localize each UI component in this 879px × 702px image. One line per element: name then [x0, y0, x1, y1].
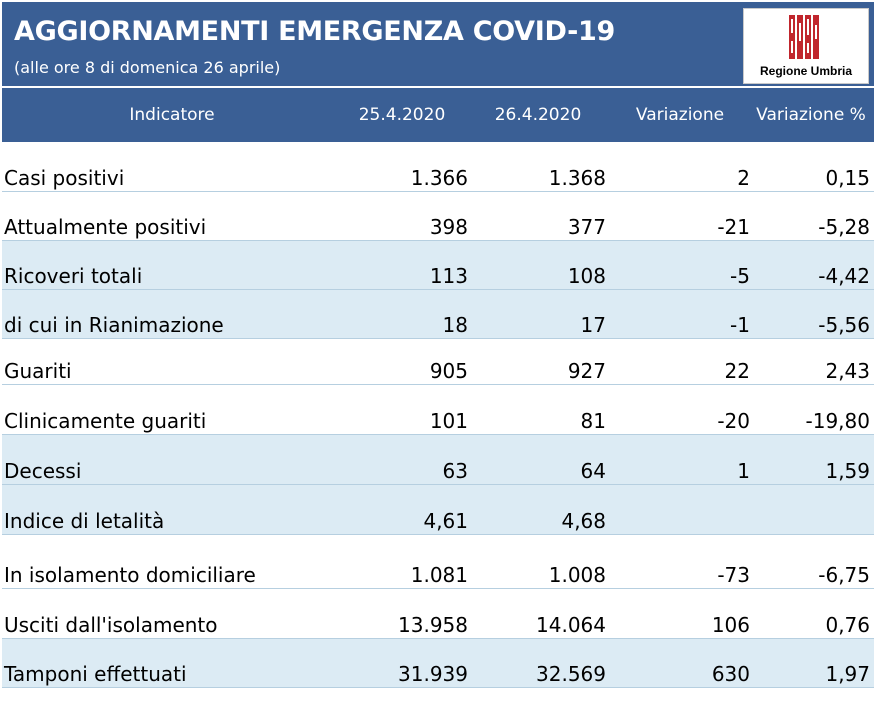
table-cell: 377 — [567, 215, 606, 239]
indicator-label: Indice di letalità — [4, 509, 165, 533]
table-cell: 17 — [580, 313, 606, 337]
table-row: Usciti dall'isolamento 13.958 14.064 106 0,7… — [2, 589, 874, 639]
logo-label: Regione Umbria — [759, 64, 852, 78]
table-cell: 927 — [567, 359, 606, 383]
table-cell: 4,68 — [561, 509, 606, 533]
table-cell: 1,59 — [825, 459, 870, 483]
table-cell: 32.569 — [536, 662, 606, 686]
table-row: di cui in Rianimazione 18 17 -1 -5,56 — [2, 290, 874, 339]
indicator-label: Usciti dall'isolamento — [4, 613, 218, 637]
table-cell: 14.064 — [536, 613, 606, 637]
table-row: Ricoveri totali 113 108 -5 -4,42 — [2, 241, 874, 290]
table-row: Decessi 63 64 1 1,59 — [2, 435, 874, 485]
table-cell: 905 — [429, 359, 468, 383]
table-cell: 106 — [711, 613, 750, 637]
table-cell: 113 — [429, 264, 468, 288]
table-cell: 4,61 — [423, 509, 468, 533]
table-row: Clinicamente guariti 101 81 -20 -19,80 — [2, 385, 874, 435]
table-cell: 22 — [724, 359, 750, 383]
table-cell: 1.008 — [548, 563, 606, 587]
table-cell: 0,76 — [825, 613, 870, 637]
title-banner: AGGIORNAMENTI EMERGENZA COVID-19 (alle o… — [2, 2, 874, 86]
page-subtitle: (alle ore 8 di domenica 26 aprile) — [14, 58, 281, 77]
table-cell: 1.081 — [410, 563, 468, 587]
column-header-date-2: 26.4.2020 — [494, 105, 582, 125]
table-row: Tamponi effettuati 31.939 32.569 630 1,97 — [2, 639, 874, 688]
table-row: Indice di letalità 4,61 4,68 — [2, 485, 874, 535]
indicator-label: Decessi — [4, 459, 82, 483]
table-row: Casi positivi 1.366 1.368 2 0,15 — [2, 142, 874, 192]
table-cell: -21 — [717, 215, 750, 239]
indicator-label: Attualmente positivi — [4, 215, 207, 239]
table-cell: 2 — [737, 166, 750, 190]
bulletin-card: AGGIORNAMENTI EMERGENZA COVID-19 (alle o… — [2, 2, 874, 688]
table-cell: -4,42 — [818, 264, 870, 288]
table-cell: -19,80 — [805, 409, 870, 433]
table-cell: 64 — [580, 459, 606, 483]
table-cell: -73 — [717, 563, 750, 587]
table-cell: 13.958 — [398, 613, 468, 637]
table-cell: 398 — [429, 215, 468, 239]
table-cell: -5 — [730, 264, 750, 288]
table-cell: 630 — [711, 662, 750, 686]
regione-emblem-icon — [789, 15, 819, 59]
table-cell: 1.366 — [410, 166, 468, 190]
table-cell: 2,43 — [825, 359, 870, 383]
indicator-label: Tamponi effettuati — [4, 662, 187, 686]
indicator-label: Clinicamente guariti — [4, 409, 207, 433]
indicator-label: Casi positivi — [4, 166, 125, 190]
table-cell: 1,97 — [825, 662, 870, 686]
table-cell: -5,56 — [818, 313, 870, 337]
column-header-variazione-pct: Variazione % — [756, 105, 866, 125]
table-cell: 18 — [442, 313, 468, 337]
column-header-variazione: Variazione — [635, 105, 725, 125]
indicator-label: In isolamento domiciliare — [4, 563, 256, 587]
table-header: Indicatore 25.4.2020 26.4.2020 Variazion… — [2, 88, 874, 142]
column-header-indicatore: Indicatore — [129, 105, 215, 125]
indicator-label: di cui in Rianimazione — [4, 313, 224, 337]
table-cell: 31.939 — [398, 662, 468, 686]
table-cell: -6,75 — [818, 563, 870, 587]
table-cell: 63 — [442, 459, 468, 483]
table-cell: 0,15 — [825, 166, 870, 190]
table-cell: -5,28 — [818, 215, 870, 239]
table-cell: 108 — [567, 264, 606, 288]
indicator-label: Guariti — [4, 359, 72, 383]
indicator-label: Ricoveri totali — [4, 264, 143, 288]
table-row: In isolamento domiciliare 1.081 1.008 -73 -6… — [2, 535, 874, 589]
table-cell: 1 — [737, 459, 750, 483]
regione-umbria-logo: Regione Umbria — [743, 8, 869, 84]
column-header-date-1: 25.4.2020 — [358, 105, 446, 125]
table-row: Attualmente positivi 398 377 -21 -5,28 — [2, 192, 874, 241]
table-cell: 101 — [429, 409, 468, 433]
table-cell: 1.368 — [548, 166, 606, 190]
page-title: AGGIORNAMENTI EMERGENZA COVID-19 — [14, 16, 615, 47]
table-cell: -1 — [730, 313, 750, 337]
table-row: Guariti 905 927 22 2,43 — [2, 339, 874, 385]
table-cell: -20 — [717, 409, 750, 433]
table-cell: 81 — [580, 409, 606, 433]
